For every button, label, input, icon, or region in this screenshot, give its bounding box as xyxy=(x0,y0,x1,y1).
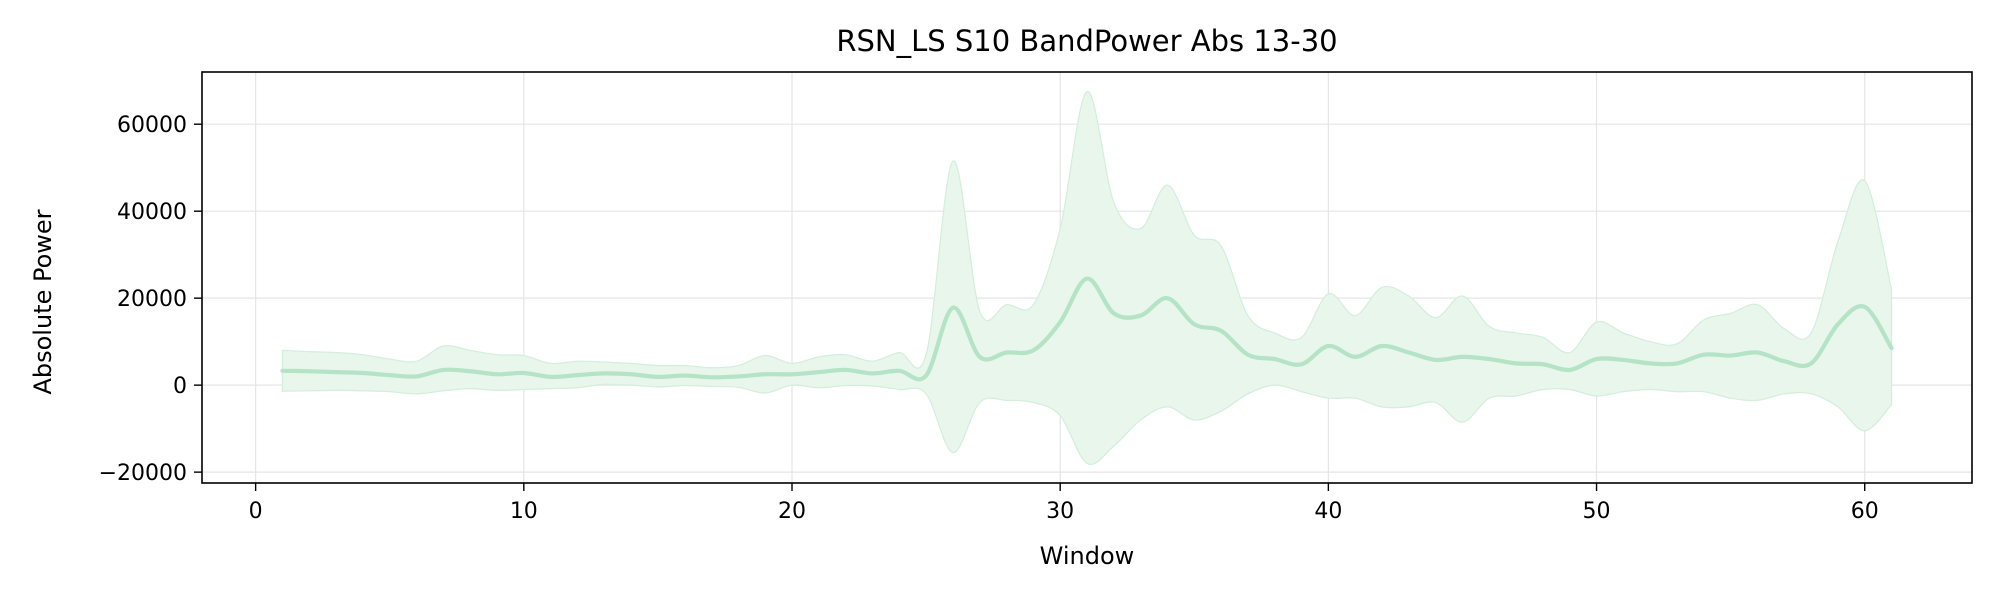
x-tick-label: 40 xyxy=(1314,499,1342,524)
y-tick-label: 40000 xyxy=(117,200,187,225)
chart-title: RSN_LS S10 BandPower Abs 13-30 xyxy=(836,24,1337,58)
x-tick-label: 60 xyxy=(1851,499,1879,524)
series-layer xyxy=(280,90,1894,466)
plot-frame xyxy=(201,71,1973,484)
x-tick-label: 30 xyxy=(1046,499,1074,524)
x-axis-title: Window xyxy=(1040,542,1135,570)
y-axis-title: Absolute Power xyxy=(29,209,57,394)
x-tick-label: 20 xyxy=(778,499,806,524)
y-tick-label: 0 xyxy=(173,374,187,399)
y-tick-label: 20000 xyxy=(117,287,187,312)
x-tick-label: 10 xyxy=(510,499,538,524)
axis-ticks: 0 10 20 30 40 50 60 −20000 0 20000 40000 60000 xyxy=(99,113,1879,524)
y-tick-label: −20000 xyxy=(99,461,187,486)
mean-line xyxy=(280,276,1894,382)
y-tick-label: 60000 xyxy=(117,113,187,138)
x-tick-label: 50 xyxy=(1583,499,1611,524)
x-tick-label: 0 xyxy=(249,499,263,524)
